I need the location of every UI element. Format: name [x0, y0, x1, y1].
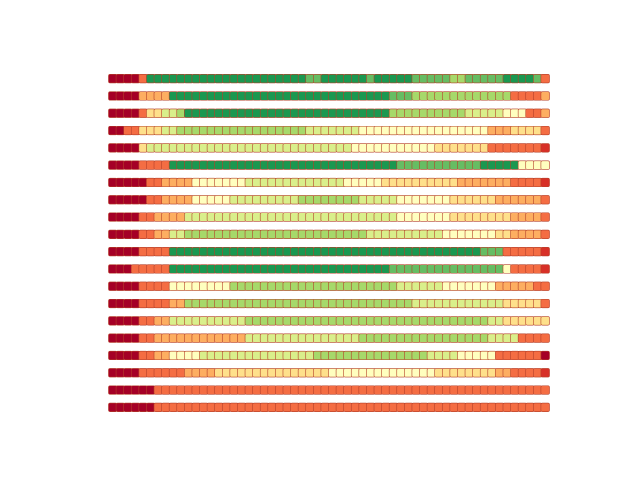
heatmap-cell: [540, 281, 550, 291]
heatmap-cell: [540, 91, 550, 101]
heatmap-cell: [540, 160, 550, 170]
heatmap-cell: [540, 229, 550, 239]
heatmap-cell: [540, 264, 550, 274]
heatmap-cell: [540, 212, 550, 222]
heatmap-cell: [540, 402, 550, 412]
heatmap-cell: [540, 125, 550, 136]
heatmap-cell: [540, 195, 550, 205]
heatmap-cell: [540, 177, 550, 188]
heatmap-cell: [540, 350, 550, 361]
heatmap-cell: [540, 333, 550, 343]
heatmap-cell: [540, 298, 550, 309]
heatmap-cell: [540, 368, 550, 378]
heatmap-cell: [540, 108, 550, 118]
heatmap-cell: [540, 247, 550, 257]
heatmap-cells: [108, 74, 550, 412]
heatmap-cell: [540, 316, 550, 326]
heatmap-cell: [540, 74, 550, 84]
heatmap-cell: [540, 143, 550, 153]
heatmap-cell: [540, 385, 550, 395]
